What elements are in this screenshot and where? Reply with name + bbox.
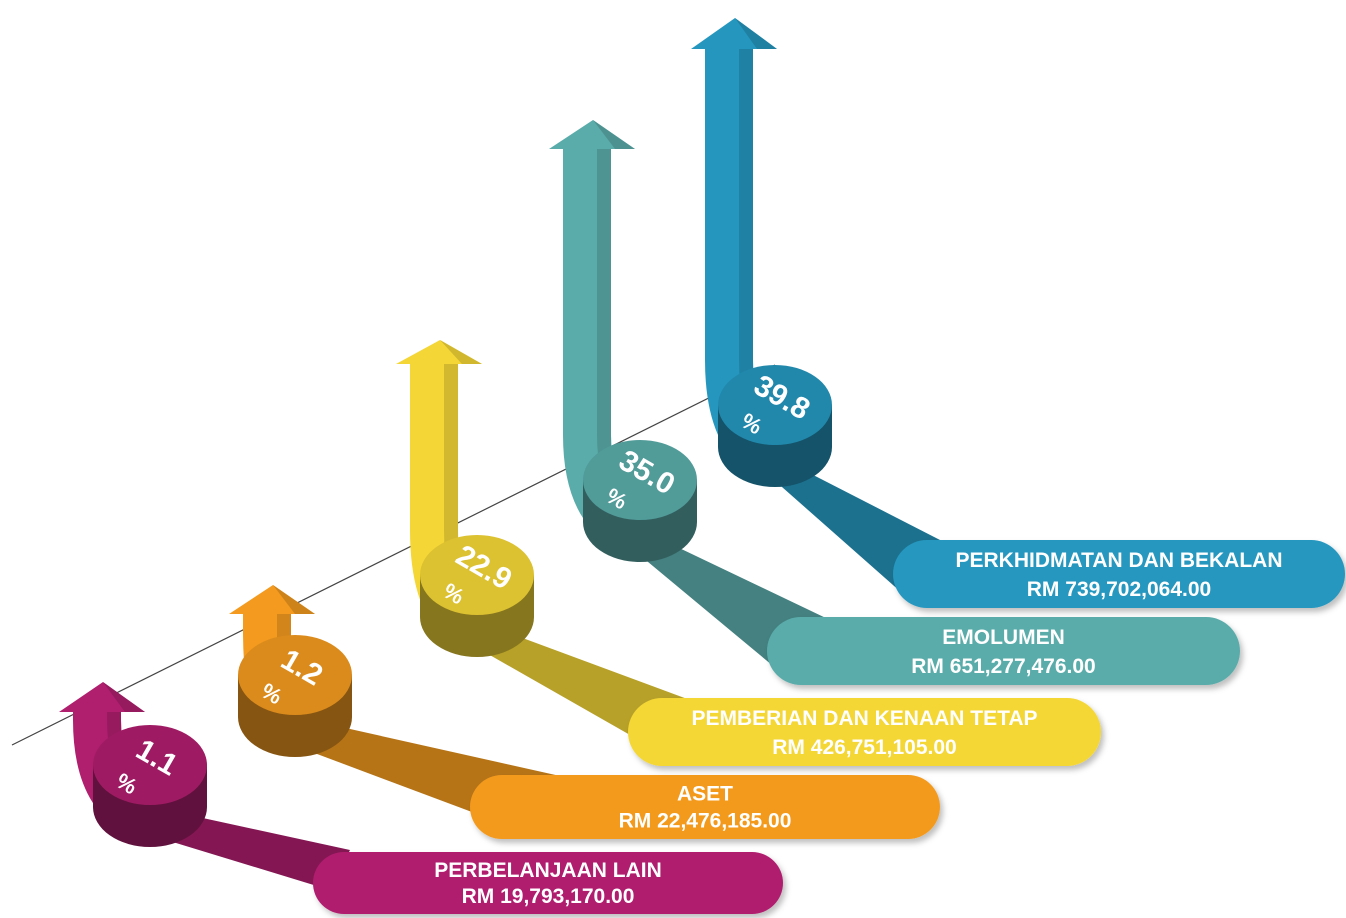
arrow-head-shade-perbelanjaan-lain — [103, 682, 145, 712]
category-label-emolumen: EMOLUMEN — [942, 626, 1065, 649]
arrow-head-shade-pemberian-dan-kenaan-tetap — [440, 340, 482, 364]
cylinder-top-perbelanjaan-lain — [93, 725, 207, 805]
pill-emolumen — [767, 617, 1240, 685]
arrow-shaft-emolumen — [563, 145, 630, 545]
axis-line — [11, 364, 776, 746]
cylinder-top-aset — [238, 635, 352, 715]
cylinder-top-perkhidmatan-dan-bekalan — [718, 365, 832, 445]
cylinder-top-pemberian-dan-kenaan-tetap — [420, 535, 534, 615]
pill-pemberian-dan-kenaan-tetap — [628, 698, 1101, 766]
amount-label-pemberian-dan-kenaan-tetap: RM 426,751,105.00 — [772, 736, 956, 759]
pill-perkhidmatan-dan-bekalan — [893, 540, 1345, 608]
pill-perbelanjaan-lain — [313, 852, 783, 914]
category-label-perkhidmatan-dan-bekalan: PERKHIDMATAN DAN BEKALAN — [955, 549, 1282, 572]
arrow-head-shade-emolumen — [593, 120, 635, 149]
cylinder-top-emolumen — [583, 440, 697, 520]
amount-label-aset: RM 22,476,185.00 — [619, 809, 792, 832]
arrow-edge-perkhidmatan-dan-bekalan — [739, 45, 765, 448]
category-label-perbelanjaan-lain: PERBELANJAAN LAIN — [434, 859, 662, 882]
category-label-aset: ASET — [677, 783, 733, 806]
arrow-head-shade-aset — [273, 585, 315, 614]
pill-aset — [470, 775, 940, 839]
amount-label-perkhidmatan-dan-bekalan: RM 739,702,064.00 — [1027, 578, 1211, 601]
amount-label-emolumen: RM 651,277,476.00 — [911, 655, 1095, 678]
category-label-pemberian-dan-kenaan-tetap: PEMBERIAN DAN KENAAN TETAP — [691, 707, 1037, 730]
amount-label-perbelanjaan-lain: RM 19,793,170.00 — [462, 885, 635, 908]
arrow-edge-emolumen — [597, 145, 630, 523]
arrow-head-shade-perkhidmatan-dan-bekalan — [735, 18, 777, 49]
